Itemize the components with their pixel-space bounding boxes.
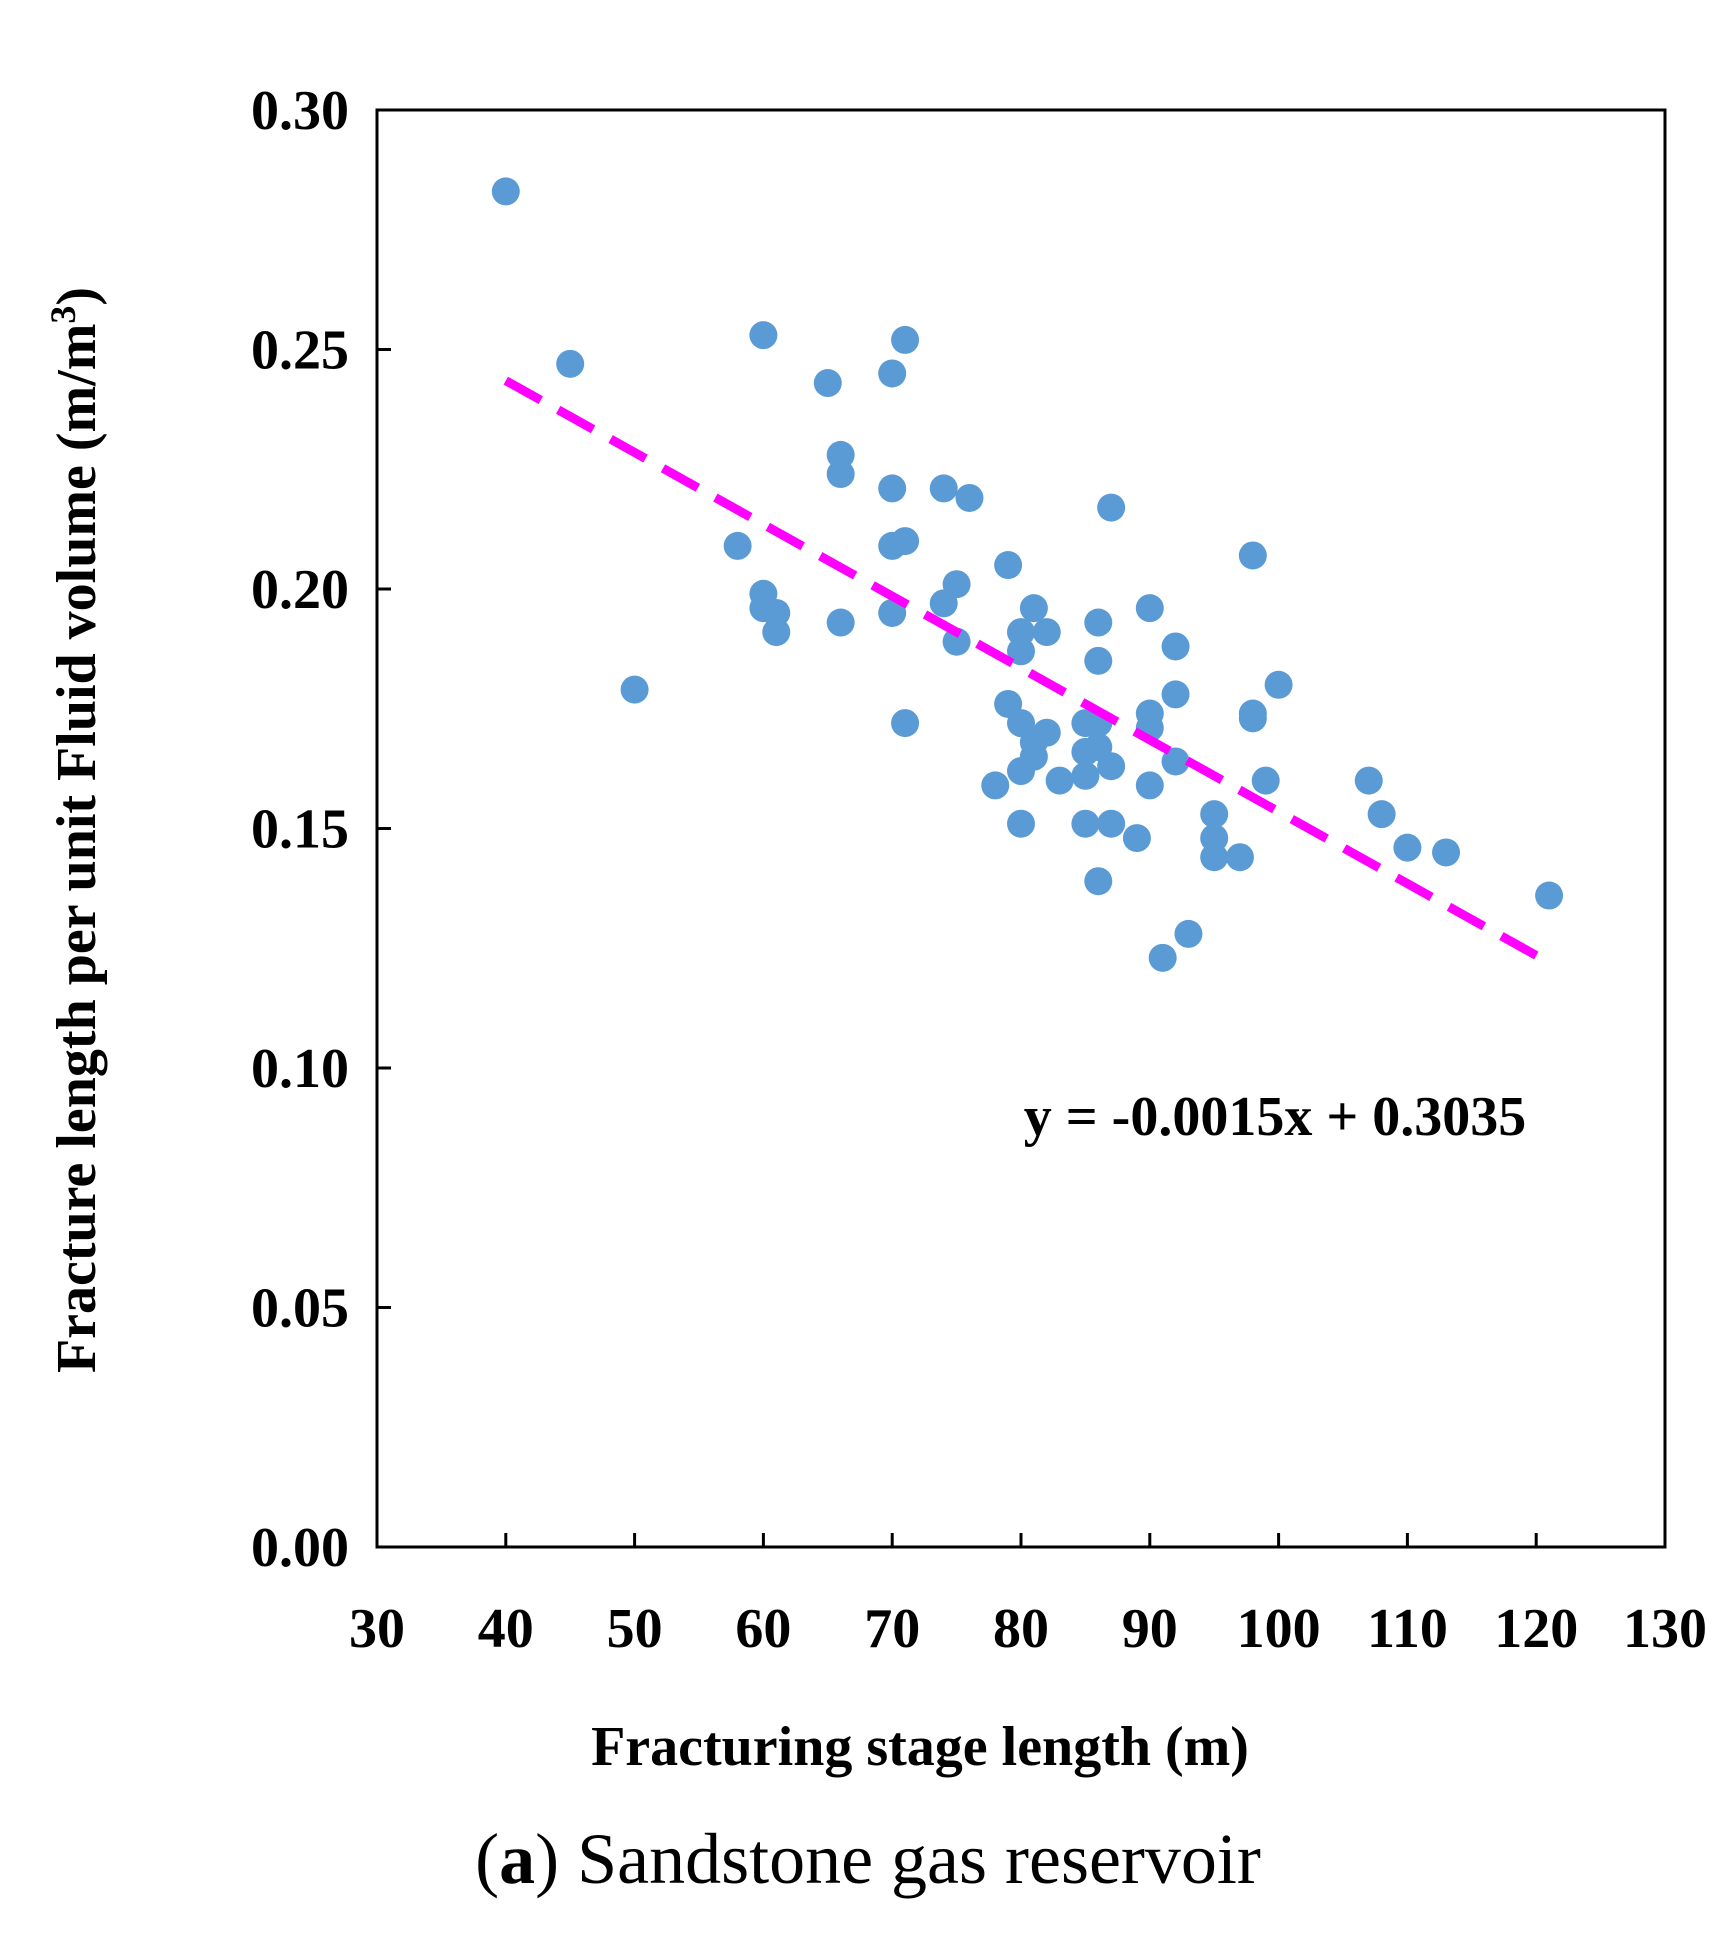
x-tick-label: 120 <box>1494 1598 1578 1660</box>
data-point <box>1200 824 1229 853</box>
data-point <box>813 369 842 398</box>
data-point <box>1161 747 1190 776</box>
data-point <box>942 627 971 656</box>
x-tick-label: 40 <box>478 1598 534 1660</box>
data-point <box>491 177 520 206</box>
x-axis-ticks: 30 40 50 60 70 80 90 100 110 120 130 <box>349 1533 1707 1660</box>
x-tick-label: 30 <box>349 1598 405 1660</box>
data-point <box>1200 800 1229 829</box>
data-point <box>1084 867 1113 896</box>
trendline <box>503 376 1552 967</box>
x-tick-label: 60 <box>735 1598 791 1660</box>
data-point <box>1264 670 1293 699</box>
data-point <box>891 325 920 354</box>
y-axis-title: Fracture length per unit Fluid volume (m… <box>43 287 108 1373</box>
data-point <box>723 531 752 560</box>
caption-text: Sandstone gas reservoir <box>577 1819 1261 1899</box>
y-tick-label: 0.10 <box>251 1038 349 1100</box>
data-point <box>1045 766 1074 795</box>
data-point <box>1019 594 1048 623</box>
caption-letter: a <box>499 1819 535 1899</box>
data-point <box>878 598 907 627</box>
data-point <box>955 483 984 512</box>
data-point <box>1432 838 1461 867</box>
data-point <box>1032 718 1061 747</box>
data-point <box>1084 646 1113 675</box>
data-point <box>826 440 855 469</box>
data-point <box>556 349 585 378</box>
data-point <box>1097 809 1126 838</box>
data-point <box>1200 843 1229 872</box>
x-tick-label: 50 <box>607 1598 663 1660</box>
data-point <box>1367 800 1396 829</box>
data-point <box>1084 608 1113 637</box>
data-point <box>929 474 958 503</box>
data-point <box>1251 766 1280 795</box>
data-point <box>1007 618 1035 647</box>
data-point <box>762 618 791 647</box>
x-tick-label: 100 <box>1237 1598 1321 1660</box>
data-point <box>1161 632 1190 661</box>
data-point <box>1019 742 1048 771</box>
x-tick-label: 70 <box>864 1598 920 1660</box>
data-point <box>749 321 778 350</box>
data-point <box>891 527 920 556</box>
y-tick-label: 0.00 <box>251 1517 349 1579</box>
y-tick-label: 0.25 <box>251 320 349 382</box>
x-axis-title: Fracturing stage length (m) <box>591 1716 1249 1778</box>
figure-caption: (a) Sandstone gas reservoir <box>475 1819 1261 1899</box>
data-point <box>762 598 791 627</box>
data-point <box>1238 541 1267 570</box>
data-point <box>1071 809 1100 838</box>
data-point <box>942 570 971 599</box>
data-point <box>1393 833 1422 862</box>
y-tick-label: 0.30 <box>251 80 349 142</box>
data-point <box>1161 680 1190 709</box>
data-point <box>1007 637 1035 666</box>
y-tick-label: 0.20 <box>251 559 349 621</box>
data-point <box>620 675 649 704</box>
x-tick-label: 130 <box>1623 1598 1707 1660</box>
data-points <box>491 177 1564 972</box>
x-tick-label: 90 <box>1122 1598 1178 1660</box>
data-point <box>981 771 1010 800</box>
y-axis-ticks: 0.00 0.05 0.10 0.15 0.20 0.25 0.30 <box>251 80 391 1579</box>
data-point <box>878 359 907 388</box>
data-point <box>1225 843 1254 872</box>
data-point <box>1135 771 1164 800</box>
data-point <box>1007 809 1035 838</box>
data-point <box>878 474 907 503</box>
data-point <box>826 608 855 637</box>
data-point <box>1174 919 1203 948</box>
data-point <box>1122 824 1151 853</box>
data-point <box>891 709 920 738</box>
data-point <box>994 551 1023 580</box>
data-point <box>1354 766 1383 795</box>
x-tick-label: 110 <box>1367 1598 1448 1660</box>
data-point <box>1097 493 1126 522</box>
data-point <box>1238 704 1267 733</box>
y-tick-label: 0.15 <box>251 799 349 861</box>
data-point <box>1032 618 1061 647</box>
x-tick-label: 80 <box>993 1598 1049 1660</box>
data-point <box>826 460 855 489</box>
data-point <box>1097 752 1126 781</box>
data-point <box>1148 943 1177 972</box>
data-point <box>1535 881 1564 910</box>
y-tick-label: 0.05 <box>251 1278 349 1340</box>
data-point <box>1071 761 1100 790</box>
data-point <box>1135 594 1164 623</box>
trendline-equation: y = -0.0015x + 0.3035 <box>1024 1086 1526 1148</box>
